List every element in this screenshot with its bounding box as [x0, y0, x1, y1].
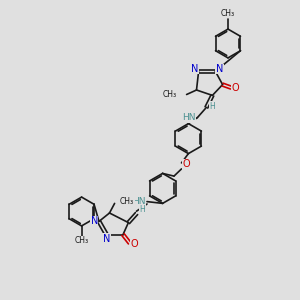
Text: N: N [103, 234, 110, 244]
Text: HN: HN [182, 113, 196, 122]
Text: N: N [91, 216, 98, 226]
Text: O: O [130, 239, 138, 249]
Text: HN: HN [132, 197, 146, 206]
Text: N: N [216, 64, 223, 74]
Text: N: N [191, 64, 198, 74]
Text: H: H [209, 102, 215, 111]
Text: O: O [182, 159, 190, 169]
Text: CH₃: CH₃ [163, 90, 177, 99]
Text: H: H [139, 206, 145, 214]
Text: CH₃: CH₃ [120, 196, 134, 206]
Text: CH₃: CH₃ [74, 236, 89, 245]
Text: O: O [231, 82, 239, 93]
Text: CH₃: CH₃ [221, 9, 235, 18]
